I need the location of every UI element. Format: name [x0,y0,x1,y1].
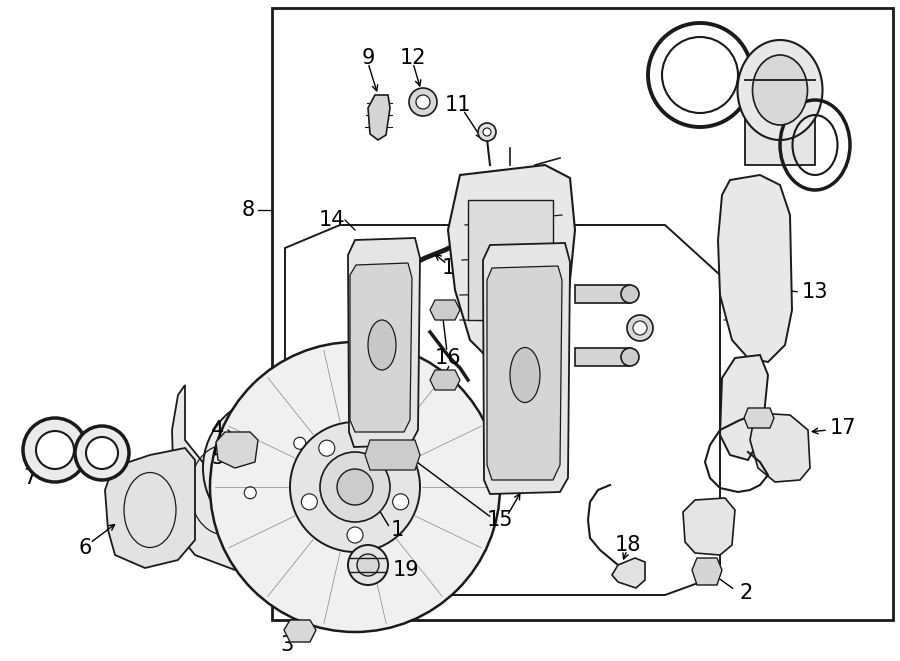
Bar [272,8,893,620]
Circle shape [227,420,323,516]
Circle shape [86,437,118,469]
Bar [575,348,630,366]
Polygon shape [284,620,316,642]
Polygon shape [720,355,768,460]
Circle shape [36,431,74,469]
Circle shape [347,527,363,543]
Circle shape [392,494,409,510]
Polygon shape [216,432,258,468]
Circle shape [478,123,496,141]
Text: 4: 4 [212,420,225,440]
Polygon shape [365,440,420,470]
Text: 19: 19 [393,560,419,580]
Text: 7: 7 [23,468,37,488]
Polygon shape [612,558,645,588]
Text: 3: 3 [281,635,293,655]
Polygon shape [350,263,412,432]
Text: 15: 15 [487,510,513,530]
Text: 11: 11 [445,95,472,115]
Circle shape [409,88,437,116]
Circle shape [627,315,653,341]
Circle shape [253,446,297,490]
Circle shape [483,128,491,136]
Polygon shape [430,370,460,390]
Text: 1: 1 [391,520,403,540]
Text: 18: 18 [615,535,641,555]
Circle shape [416,95,430,109]
Polygon shape [483,243,570,494]
Circle shape [348,545,388,585]
Circle shape [23,418,87,482]
Circle shape [210,342,500,632]
Polygon shape [448,165,575,368]
Text: 17: 17 [830,418,857,438]
Polygon shape [430,300,460,320]
Circle shape [357,554,379,576]
Text: 16: 16 [435,348,462,368]
Circle shape [337,469,373,505]
Circle shape [203,396,347,540]
Polygon shape [683,498,735,555]
Polygon shape [750,413,810,482]
Circle shape [244,486,256,499]
Circle shape [633,321,647,335]
Text: 2: 2 [740,583,752,603]
Circle shape [375,440,392,456]
Polygon shape [348,238,420,447]
Bar [468,200,553,320]
Ellipse shape [737,40,823,140]
Text: 12: 12 [400,48,427,68]
Polygon shape [692,558,722,585]
Text: 9: 9 [361,48,374,68]
Text: 8: 8 [242,200,255,220]
Text: 6: 6 [78,538,92,558]
Circle shape [75,426,129,480]
Text: 10: 10 [442,258,468,278]
Ellipse shape [752,55,807,125]
Polygon shape [172,385,270,570]
Text: 5: 5 [212,448,225,468]
Polygon shape [368,95,390,140]
Text: 13: 13 [802,282,829,302]
Ellipse shape [621,348,639,366]
Polygon shape [744,408,774,428]
Circle shape [293,437,306,449]
Circle shape [319,440,335,456]
Bar [575,285,630,303]
Bar [745,80,815,165]
Ellipse shape [368,320,396,370]
Circle shape [290,422,420,552]
Circle shape [320,452,390,522]
Polygon shape [718,175,792,362]
Polygon shape [487,266,562,480]
Polygon shape [105,448,195,568]
Circle shape [244,437,256,449]
Ellipse shape [621,285,639,303]
Circle shape [293,486,306,499]
Text: 14: 14 [319,210,346,230]
Circle shape [302,494,318,510]
Ellipse shape [510,348,540,403]
